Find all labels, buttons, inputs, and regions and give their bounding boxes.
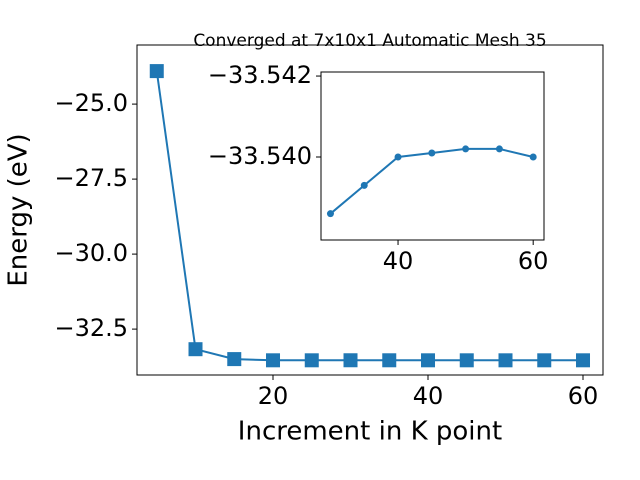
data-marker (149, 64, 164, 79)
data-marker (227, 352, 242, 367)
y-tick-label: −33.542 (208, 61, 312, 89)
x-axis-label: Increment in K point (238, 417, 502, 447)
x-tick-label: 40 (413, 382, 444, 410)
data-marker (462, 145, 470, 153)
x-tick-label: 60 (568, 382, 599, 410)
data-marker (394, 153, 402, 161)
data-marker (421, 353, 436, 368)
data-marker (343, 353, 358, 368)
data-marker (537, 353, 552, 368)
data-marker (382, 353, 397, 368)
data-marker (498, 353, 513, 368)
data-marker (459, 353, 474, 368)
chart-title: Converged at 7x10x1 Automatic Mesh 35 (193, 31, 546, 51)
data-marker (266, 353, 281, 368)
y-axis-label: Energy (eV) (4, 133, 34, 286)
data-marker (360, 181, 368, 189)
data-marker (428, 149, 436, 157)
x-tick-label: 40 (383, 247, 414, 275)
data-marker (576, 353, 591, 368)
y-tick-label: −27.5 (54, 164, 128, 192)
x-tick-label: 20 (258, 382, 289, 410)
data-marker (495, 145, 503, 153)
y-tick-label: −25.0 (54, 89, 128, 117)
data-marker (326, 210, 334, 218)
y-tick-label: −30.0 (54, 239, 128, 267)
data-marker (529, 153, 537, 161)
x-tick-label: 60 (518, 247, 549, 275)
data-marker (188, 342, 203, 357)
y-tick-label: −33.540 (208, 142, 312, 170)
y-tick-label: −32.5 (54, 314, 128, 342)
data-marker (304, 353, 319, 368)
